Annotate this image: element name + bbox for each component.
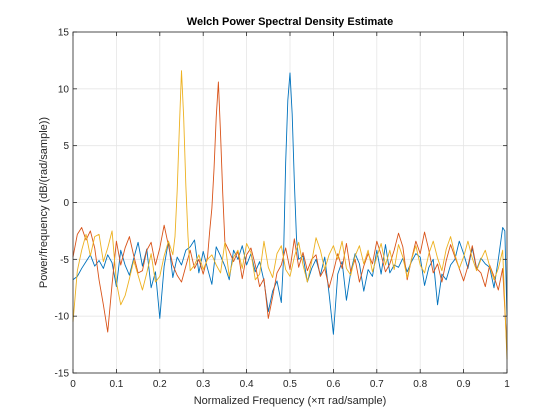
tick-labels: 0 0.1 0.2 0.3 0.4 0.5 0.6 0.7 0.8 0.9 1 -15 -10 -5 0 5 1… [55, 28, 511, 391]
y-tick-label: -5 [60, 255, 69, 266]
x-tick-label: 0.7 [370, 379, 384, 390]
series-line-3 [72, 70, 508, 360]
x-tick-label: 0.1 [109, 379, 123, 390]
y-tick-label: 10 [58, 84, 70, 95]
x-tick-label: 0.3 [196, 379, 210, 390]
x-tick-label: 0.2 [153, 379, 167, 390]
x-tick-label: 0.4 [240, 379, 254, 390]
series-lines [72, 70, 508, 360]
series-line-2 [72, 81, 508, 351]
ticks [72, 31, 508, 374]
x-tick-label: 0.6 [326, 379, 340, 390]
chart-title: Welch Power Spectral Density Estimate [187, 16, 393, 28]
y-tick-label: -15 [55, 369, 70, 380]
x-axis-label: Normalized Frequency (×π rad/sample) [194, 395, 387, 407]
y-tick-label: 15 [58, 28, 70, 39]
series-line-1 [72, 72, 508, 335]
y-axis-label: Power/frequency (dB/(rad/sample)) [38, 117, 50, 288]
y-tick-label: 0 [63, 198, 69, 209]
y-tick-label: -10 [55, 312, 70, 323]
x-tick-label: 0.9 [457, 379, 471, 390]
y-tick-label: 5 [63, 141, 69, 152]
x-tick-label: 0 [70, 379, 76, 390]
x-tick-label: 0.5 [283, 379, 297, 390]
x-tick-label: 1 [504, 379, 510, 390]
x-tick-label: 0.8 [413, 379, 427, 390]
